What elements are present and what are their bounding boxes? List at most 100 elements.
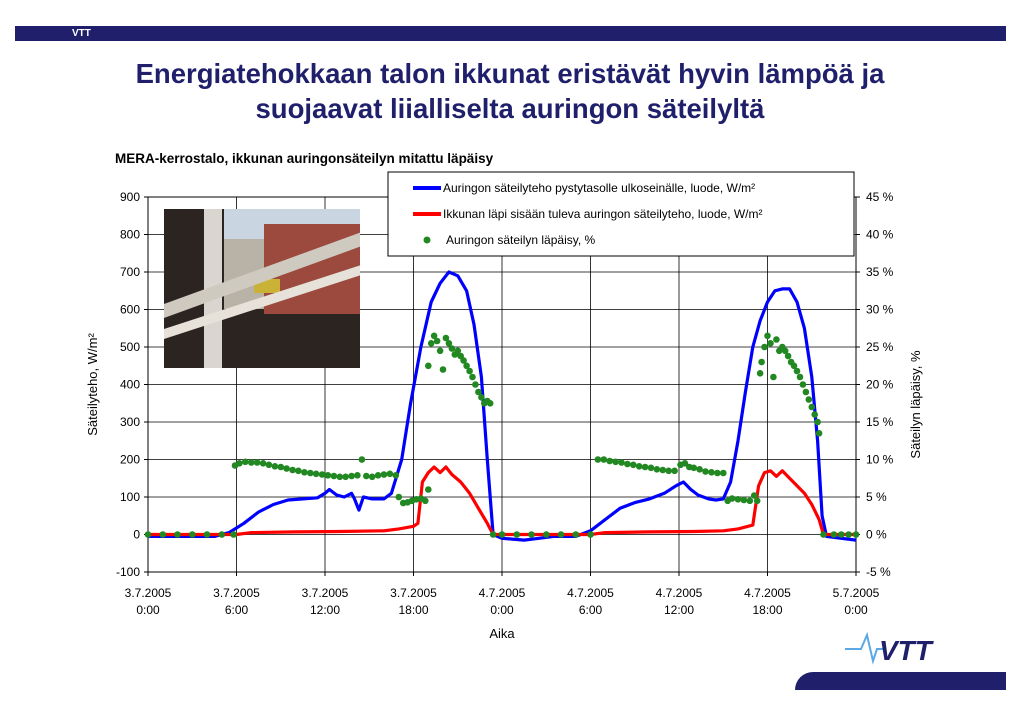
series-point (330, 472, 338, 480)
series-point (144, 531, 152, 538)
series-point (425, 486, 432, 493)
x-tick-label-date: 3.7.2005 (390, 586, 437, 600)
series-point (618, 459, 625, 466)
series-point (808, 403, 816, 411)
series-point (690, 464, 698, 472)
series-point (600, 456, 608, 463)
chart-subtitle: MERA-kerrostalo, ikkunan auringonsäteily… (115, 151, 494, 166)
series-point (665, 467, 672, 475)
series-point (528, 531, 535, 538)
series-point (159, 531, 167, 538)
series-point (445, 340, 453, 347)
series-point (764, 332, 771, 340)
y2-tick-label: 0 % (866, 528, 887, 542)
series-point (557, 531, 565, 538)
series-line-0 (148, 270, 857, 542)
series-point (395, 493, 403, 501)
series-point (513, 531, 521, 538)
x-tick-label-time: 18:00 (752, 603, 782, 617)
x-tick-label-time: 0:00 (844, 603, 868, 617)
y2-tick-label: 45 % (866, 190, 894, 204)
y2-tick-label: 20 % (866, 378, 894, 392)
series-point (472, 381, 479, 388)
y2-tick-label: 5 % (866, 490, 887, 504)
page-title-line1: Energiatehokkaan talon ikkunat eristävät… (135, 58, 885, 89)
series-point (756, 370, 764, 377)
series-point (802, 388, 810, 396)
series-point (363, 472, 370, 480)
logo-text: VTT (879, 635, 935, 666)
series-point (761, 343, 768, 351)
header-bar: VTT (15, 26, 1006, 41)
x-tick-label-date: 5.7.2005 (833, 586, 880, 600)
y-tick-label: 800 (120, 228, 140, 242)
series-point (242, 458, 249, 466)
series-point (466, 367, 473, 375)
series-line-1 (148, 465, 856, 537)
series-point (746, 497, 754, 505)
page-title: Energiatehokkaan talon ikkunat eristävät… (60, 56, 960, 126)
y2-tick-label: 40 % (866, 228, 894, 242)
series-point (784, 352, 792, 360)
series-point (753, 497, 761, 505)
y-tick-label: -100 (116, 565, 140, 579)
series-point (386, 470, 394, 478)
series-point (342, 473, 349, 481)
series-point (301, 469, 308, 476)
x-tick-label-date: 3.7.2005 (125, 586, 172, 600)
y-tick-label: 700 (120, 265, 140, 279)
series-point (460, 357, 467, 364)
y2-tick-label: 30 % (866, 303, 894, 317)
series-point (248, 459, 255, 466)
x-tick-label-date: 3.7.2005 (302, 586, 349, 600)
series-point (448, 345, 456, 352)
footer-bar (795, 672, 1006, 690)
series-point (814, 418, 821, 426)
series-point (475, 388, 482, 396)
x-tick-label-time: 0:00 (136, 603, 160, 617)
series-point (307, 469, 314, 477)
series-point (218, 531, 226, 538)
legend-label-2: Auringon säteilyn läpäisy, % (446, 233, 596, 247)
series-point (289, 466, 296, 474)
series-point (635, 463, 643, 470)
x-tick-label-time: 0:00 (490, 603, 514, 617)
series-point (271, 463, 279, 470)
y2-tick-label: 35 % (866, 265, 894, 279)
series-point (770, 373, 777, 381)
y-tick-label: 300 (120, 415, 140, 429)
series-point (790, 362, 798, 370)
y2-tick-label: 10 % (866, 453, 894, 467)
series-point (230, 531, 237, 538)
series-point (708, 469, 715, 476)
series-point (189, 531, 196, 538)
header-label: VTT (72, 28, 91, 39)
series-point (543, 531, 550, 538)
x-tick-label-time: 6:00 (225, 603, 249, 617)
x-tick-label-date: 4.7.2005 (479, 586, 526, 600)
series-point (630, 461, 637, 469)
series-point (681, 460, 689, 467)
series-point (750, 492, 758, 499)
series-point (442, 334, 450, 342)
series-point (653, 466, 661, 473)
x-axis-label: Aika (489, 626, 515, 641)
series-point (624, 460, 631, 468)
series-point (374, 472, 382, 479)
y-tick-label: 600 (120, 303, 140, 317)
series-point (498, 531, 506, 538)
series-point (696, 466, 703, 473)
y2-tick-label: 15 % (866, 415, 894, 429)
series-point (671, 467, 678, 475)
y-tick-label: 500 (120, 340, 140, 354)
series-point (478, 394, 485, 401)
legend-label-1: Ikkunan läpi sisään tuleva auringon säte… (443, 207, 763, 221)
legend-box (387, 171, 855, 257)
legend-swatch-2 (423, 236, 431, 244)
series-point (799, 381, 807, 388)
series-point (830, 531, 838, 538)
series-point (463, 362, 470, 370)
x-tick-label-date: 3.7.2005 (213, 586, 260, 600)
series-point (815, 430, 823, 437)
